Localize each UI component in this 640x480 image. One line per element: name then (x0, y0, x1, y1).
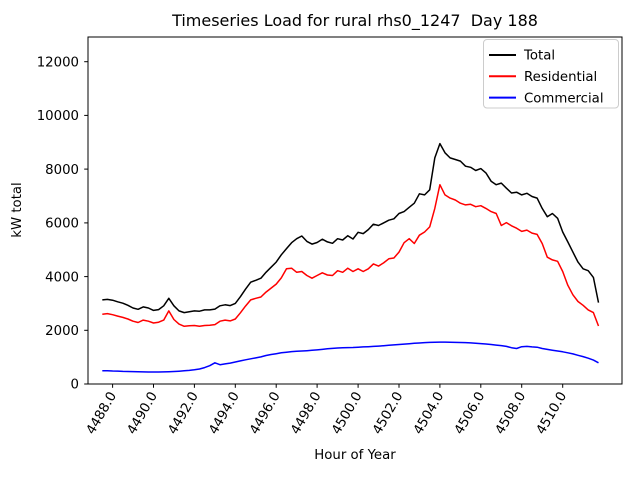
y-tick-label: 8000 (45, 163, 79, 178)
series-line-commercial (102, 341, 599, 373)
x-axis-label: Hour of Year (314, 448, 396, 463)
legend: Total Residential Commercial (483, 39, 619, 109)
legend-box (483, 39, 619, 109)
y-tick-label: 4000 (45, 270, 79, 285)
y-axis: 0 2000 4000 6000 8000 10000 12000 (37, 55, 88, 393)
legend-label-total: Total (523, 49, 555, 64)
y-tick-label: 6000 (45, 217, 79, 232)
y-tick-label: 10000 (37, 109, 79, 124)
chart-title: Timeseries Load for rural rhs0_1247 Day … (171, 11, 538, 31)
legend-label-commercial: Commercial (524, 91, 604, 106)
y-tick-label: 2000 (45, 324, 79, 339)
series-line-residential (102, 183, 600, 328)
series-line-total (102, 142, 600, 314)
y-tick-label: 0 (71, 378, 79, 393)
y-axis-label: kW total (10, 182, 25, 237)
legend-label-residential: Residential (524, 70, 597, 85)
y-tick-label: 12000 (37, 55, 79, 70)
